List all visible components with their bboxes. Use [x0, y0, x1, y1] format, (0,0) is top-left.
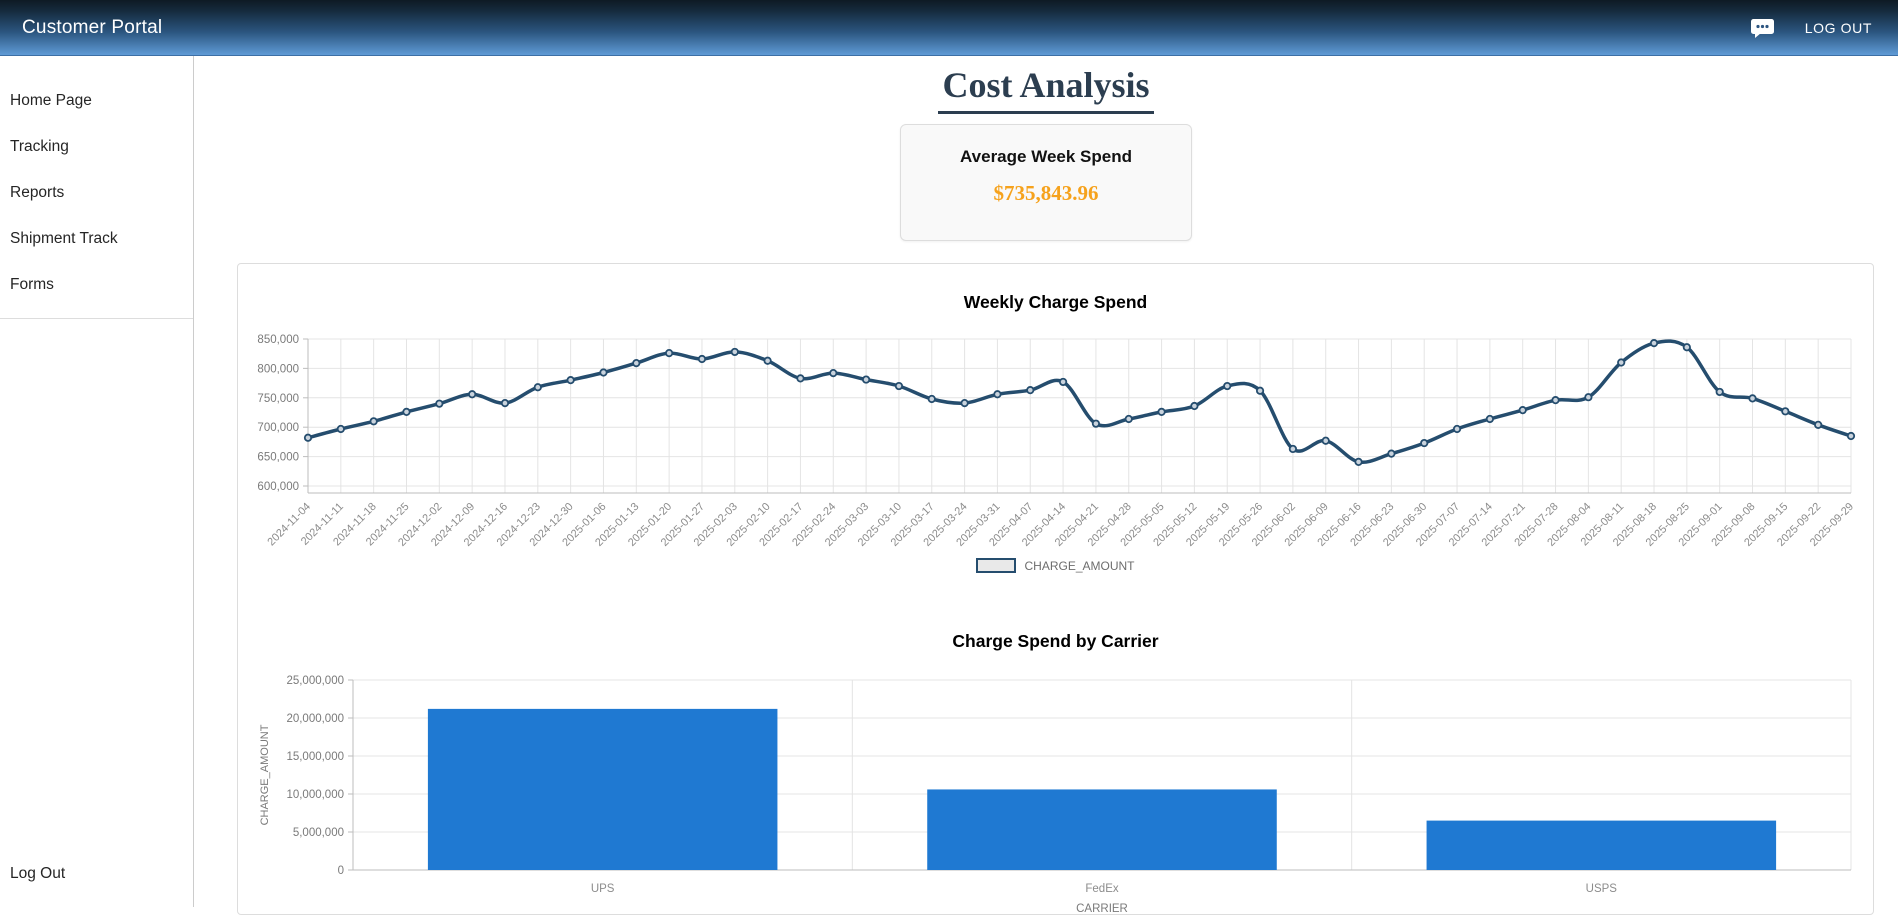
chat-button[interactable] [1750, 17, 1775, 39]
line-chart-title: Weekly Charge Spend [963, 292, 1148, 312]
svg-text:750,000: 750,000 [257, 393, 299, 405]
sidebar-item-log-out[interactable]: Log Out [10, 865, 66, 882]
stat-value: $735,843.96 [993, 181, 1099, 205]
svg-text:650,000: 650,000 [257, 452, 299, 464]
svg-text:25,000,000: 25,000,000 [286, 675, 344, 687]
sidebar-spacer [0, 319, 193, 865]
legend-swatch [976, 558, 1017, 573]
legend-item-charge-amount[interactable]: CHARGE_AMOUNT [238, 558, 1873, 573]
logout-link[interactable]: LOG OUT [1804, 19, 1872, 36]
svg-text:UPS: UPS [591, 883, 615, 895]
svg-text:20,000,000: 20,000,000 [286, 713, 344, 725]
sidebar-item-tracking[interactable]: Tracking [10, 138, 69, 155]
svg-text:10,000,000: 10,000,000 [286, 789, 344, 801]
bar-chart-title: Charge Spend by Carrier [952, 631, 1159, 651]
svg-text:850,000: 850,000 [257, 334, 299, 346]
legend-label: CHARGE_AMOUNT [1024, 558, 1135, 573]
svg-text:CARRIER: CARRIER [1076, 903, 1128, 914]
charts-panel: Weekly Charge Spend 600,000 650,000 700,00… [237, 263, 1874, 915]
chat-icon [1750, 17, 1775, 39]
navbar-actions: LOG OUT [1750, 17, 1898, 39]
svg-text:800,000: 800,000 [257, 363, 299, 375]
svg-text:700,000: 700,000 [257, 422, 299, 434]
top-navbar: Customer Portal LOG OUT [0, 0, 1898, 56]
svg-text:0: 0 [338, 865, 344, 877]
sidebar-item-reports[interactable]: Reports [10, 184, 65, 201]
sidebar-item-shipment-track[interactable]: Shipment Track [10, 230, 118, 247]
bar-chart-svg: 0 5,000,000 10,000,000 15,000,000 20,000,000… [259, 675, 1852, 914]
svg-text:CHARGE_AMOUNT: CHARGE_AMOUNT [259, 724, 271, 825]
svg-text:600,000: 600,000 [257, 481, 299, 493]
svg-text:5,000,000: 5,000,000 [293, 827, 344, 839]
sidebar-item-forms[interactable]: Forms [10, 276, 54, 293]
svg-text:USPS: USPS [1586, 883, 1618, 895]
stat-label: Average Week Spend [960, 147, 1132, 166]
sidebar-divider [0, 318, 193, 319]
app-title: Customer Portal [22, 16, 163, 38]
average-week-spend-card: Average Week Spend $735,843.96 [900, 124, 1192, 241]
page-title: Cost Analysis [938, 64, 1154, 114]
svg-text:FedEx: FedEx [1085, 883, 1118, 895]
sidebar-item-home-page[interactable]: Home Page [10, 92, 92, 109]
main-content: Cost Analysis Average Week Spend $735,84… [194, 56, 1898, 915]
sidebar-menu: Home Page Tracking Reports Shipment Track Fo… [0, 56, 193, 308]
svg-text:15,000,000: 15,000,000 [286, 751, 344, 763]
line-chart-svg: 600,000 650,000 700,000 750,000 800,000 850,0… [257, 334, 1856, 549]
sidebar: Home Page Tracking Reports Shipment Track Fo… [0, 56, 194, 907]
